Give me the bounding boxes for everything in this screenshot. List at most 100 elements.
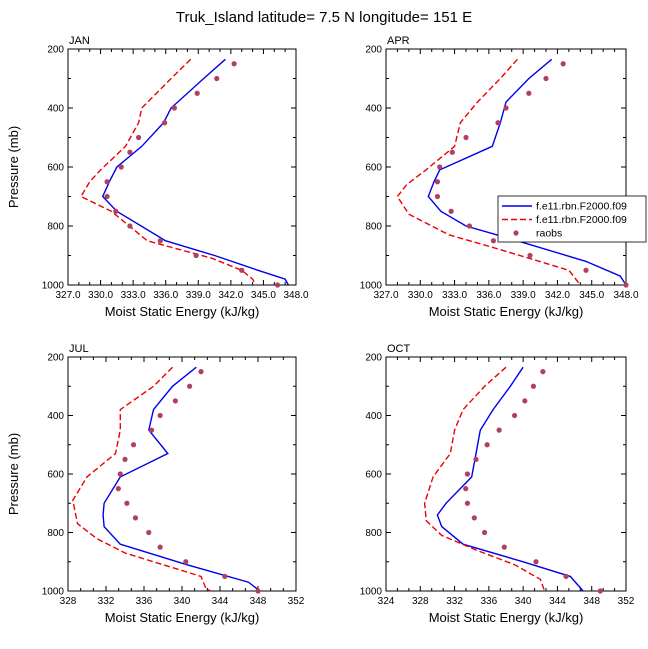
raobs-point <box>484 442 490 448</box>
series-line-model2-dashed <box>80 58 257 286</box>
raobs-point <box>113 208 119 214</box>
y-tick-label: 400 <box>365 104 382 115</box>
x-axis-label: Moist Static Energy (kJ/kg) <box>429 304 584 319</box>
y-tick-label: 800 <box>47 222 64 233</box>
raobs-point <box>194 90 200 96</box>
y-tick-label: 1000 <box>360 587 383 598</box>
x-tick-label: 348 <box>583 596 600 607</box>
panel-title: JUL <box>69 343 89 355</box>
x-tick-label: 348.0 <box>613 290 638 301</box>
raobs-point <box>104 179 110 185</box>
plot-frame <box>67 48 297 286</box>
raobs-point <box>274 282 281 288</box>
raobs-point <box>157 238 163 244</box>
raobs-point <box>481 529 488 536</box>
y-tick-label: 600 <box>365 470 382 481</box>
x-tick-label: 342.0 <box>545 290 570 301</box>
x-tick-label: 336.0 <box>153 290 178 301</box>
y-tick-label: 800 <box>365 528 382 539</box>
chart-panel-apr: APR 327.0 330.0 333.0 336.0 339.0 342.0 345.0 34… <box>360 35 639 319</box>
raobs-point <box>132 515 139 521</box>
raobs-point <box>149 427 155 433</box>
raobs-point <box>583 267 589 273</box>
x-tick-label: 332 <box>446 596 463 607</box>
raobs-point <box>434 179 441 185</box>
x-tick-label: 352 <box>618 596 635 607</box>
panel-title: OCT <box>387 343 411 355</box>
x-tick-label: 352 <box>288 596 305 607</box>
x-axis-label: Moist Static Energy (kJ/kg) <box>429 610 584 625</box>
raobs-point <box>526 90 532 96</box>
series-line-model1-solid <box>427 58 627 286</box>
raobs-point <box>214 75 220 82</box>
y-tick-label: 600 <box>47 163 64 174</box>
raobs-point <box>501 544 507 550</box>
series-line-model2-dashed <box>396 58 581 286</box>
raobs-point <box>255 588 261 594</box>
raobs-point <box>463 134 469 141</box>
legend-label: f.e11.rbn.F2000.f09 <box>536 214 627 226</box>
raobs-point <box>434 193 441 200</box>
y-tick-label: 600 <box>365 163 382 174</box>
raobs-point <box>239 267 245 273</box>
x-tick-label: 333.0 <box>121 290 146 301</box>
raobs-point <box>146 529 152 536</box>
y-axis-label: Pressure (mb) <box>6 126 21 208</box>
raobs-point <box>463 486 469 492</box>
raobs-point <box>183 559 189 565</box>
y-tick-label: 200 <box>365 45 382 56</box>
raobs-point <box>118 164 124 170</box>
raobs-point <box>187 383 193 389</box>
legend-marker-raobs <box>513 230 519 236</box>
raobs-point <box>448 208 454 214</box>
x-tick-label: 339.0 <box>511 290 536 301</box>
raobs-point <box>540 369 546 375</box>
raobs-point <box>130 442 137 448</box>
raobs-point <box>157 544 163 550</box>
raobs-point <box>496 427 502 433</box>
y-tick-label: 1000 <box>42 587 65 598</box>
raobs-point <box>530 383 537 389</box>
x-tick-label: 330.0 <box>88 290 113 301</box>
series-line-model1-solid <box>101 58 290 286</box>
y-tick-label: 1000 <box>360 281 383 292</box>
x-tick-label: 345.0 <box>251 290 276 301</box>
raobs-point <box>193 252 199 259</box>
raobs-point <box>466 223 473 229</box>
panel-title: JAN <box>69 35 90 47</box>
legend-label: raobs <box>536 228 562 240</box>
raobs-point <box>449 149 455 155</box>
raobs-point <box>560 61 566 67</box>
x-tick-label: 328 <box>60 596 77 607</box>
raobs-point <box>495 120 501 126</box>
raobs-point <box>157 412 163 419</box>
raobs-point <box>490 238 497 244</box>
x-axis-label: Moist Static Energy (kJ/kg) <box>105 304 260 319</box>
raobs-point <box>437 164 443 170</box>
raobs-point <box>597 588 603 594</box>
raobs-point <box>527 252 533 259</box>
x-tick-label: 327.0 <box>373 290 398 301</box>
y-tick-label: 400 <box>365 411 382 422</box>
raobs-point <box>127 149 133 155</box>
raobs-point <box>471 515 477 521</box>
x-tick-label: 333.0 <box>442 290 467 301</box>
chart-panel-jul: JUL 328 332 336 340 344 348 352 200 400 600 800 1000… <box>6 343 305 625</box>
plot-frame <box>385 48 627 286</box>
y-axis-label: Pressure (mb) <box>6 433 21 515</box>
x-axis-label: Moist Static Energy (kJ/kg) <box>105 610 260 625</box>
y-tick-label: 200 <box>47 353 64 364</box>
raobs-point <box>464 471 471 477</box>
raobs-point <box>124 500 130 506</box>
raobs-point <box>222 573 228 579</box>
chart-panel-oct: OCT 324 328 332 336 340 344 348 352 200 400 600 800 1… <box>360 343 635 625</box>
raobs-point <box>104 193 110 200</box>
raobs-point <box>135 134 142 141</box>
figure-title: Truk_Island latitude= 7.5 N longitude= 1… <box>176 9 472 26</box>
raobs-point <box>543 75 549 82</box>
raobs-point <box>198 369 204 375</box>
y-tick-label: 800 <box>365 222 382 233</box>
raobs-point <box>162 120 168 126</box>
